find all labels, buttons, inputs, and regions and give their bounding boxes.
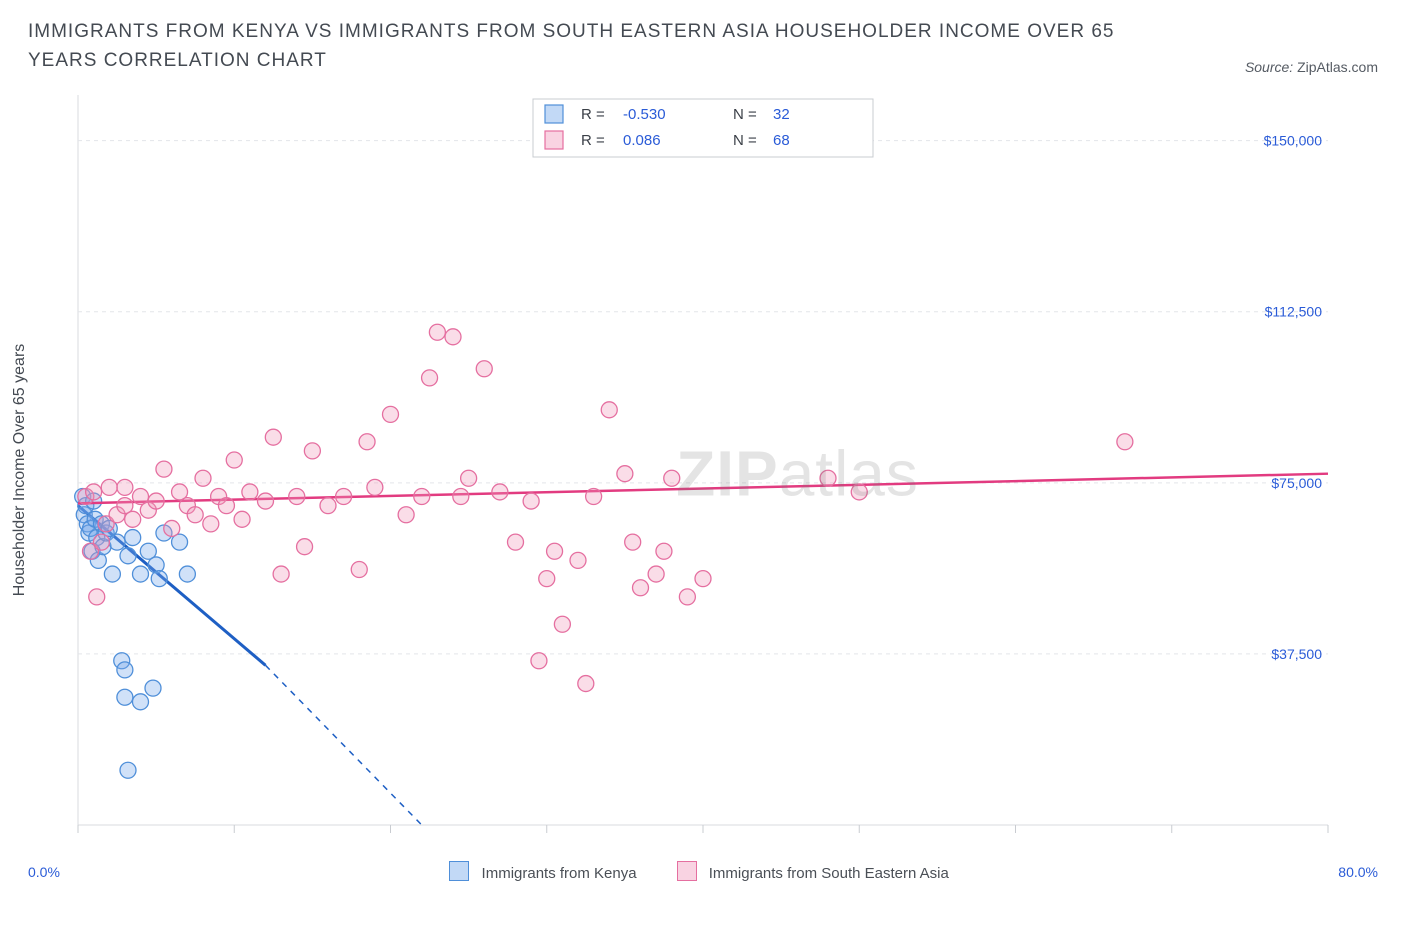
x-max-label: 80.0%: [1338, 864, 1378, 880]
chart-container: Householder Income Over 65 years $37,500…: [28, 85, 1378, 855]
y-axis-label: Householder Income Over 65 years: [11, 344, 29, 597]
source-label: Source:: [1245, 59, 1293, 75]
svg-text:-0.530: -0.530: [623, 106, 666, 123]
x-min-label: 0.0%: [28, 864, 60, 880]
legend-swatch-kenya: [449, 861, 469, 881]
legend-label-kenya: Immigrants from Kenya: [482, 865, 637, 882]
svg-text:N =: N =: [733, 132, 757, 149]
svg-text:$150,000: $150,000: [1264, 133, 1323, 149]
bottom-legend: 0.0% Immigrants from Kenya Immigrants fr…: [28, 861, 1378, 882]
scatter-chart: $37,500 $75,000 $112,500 $150,000 R = -0.530 N…: [28, 85, 1348, 855]
svg-text:N =: N =: [733, 106, 757, 123]
chart-title: IMMIGRANTS FROM KENYA VS IMMIGRANTS FROM…: [28, 18, 1128, 75]
svg-text:R =: R =: [581, 132, 605, 149]
legend-item-kenya: Immigrants from Kenya: [449, 861, 636, 882]
svg-text:$75,000: $75,000: [1271, 475, 1322, 491]
svg-text:32: 32: [773, 106, 790, 123]
legend-item-sea: Immigrants from South Eastern Asia: [677, 861, 949, 882]
series-legend: Immigrants from Kenya Immigrants from So…: [449, 861, 949, 882]
legend-label-sea: Immigrants from South Eastern Asia: [709, 865, 949, 882]
svg-text:R =: R =: [581, 106, 605, 123]
svg-text:$112,500: $112,500: [1265, 304, 1323, 320]
svg-text:$37,500: $37,500: [1271, 646, 1322, 662]
legend-swatch-sea: [677, 861, 697, 881]
source-attribution: Source: ZipAtlas.com: [1245, 59, 1378, 75]
source-value: ZipAtlas.com: [1297, 59, 1378, 75]
svg-text:68: 68: [773, 132, 790, 149]
svg-text:0.086: 0.086: [623, 132, 661, 149]
